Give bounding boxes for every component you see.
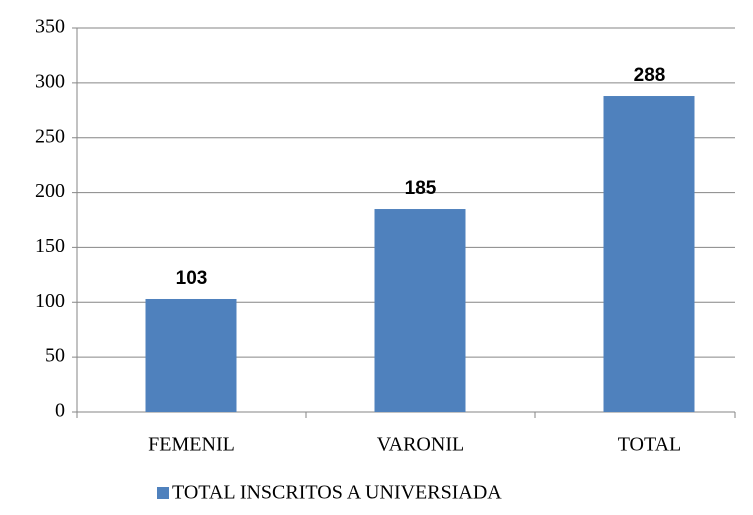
y-tick-label: 150	[35, 235, 65, 257]
data-label: 103	[176, 268, 208, 289]
y-tick-label: 100	[35, 290, 65, 312]
data-label: 288	[634, 65, 666, 86]
y-tick-label: 50	[45, 345, 65, 367]
y-tick-label: 250	[35, 125, 65, 147]
y-tick-label: 300	[35, 70, 65, 92]
y-tick-label: 0	[55, 400, 65, 422]
legend-label: TOTAL INSCRITOS A UNIVERSIADA	[172, 482, 502, 504]
x-tick-label: VARONIL	[377, 434, 464, 456]
bar	[374, 209, 466, 412]
legend-swatch	[157, 487, 169, 499]
y-tick-label: 350	[35, 16, 65, 38]
data-label: 185	[405, 178, 437, 199]
y-tick-label: 200	[35, 180, 65, 202]
x-tick-label: TOTAL	[618, 434, 682, 456]
bar	[603, 96, 695, 412]
bar	[145, 298, 237, 412]
x-tick-label: FEMENIL	[148, 434, 235, 456]
